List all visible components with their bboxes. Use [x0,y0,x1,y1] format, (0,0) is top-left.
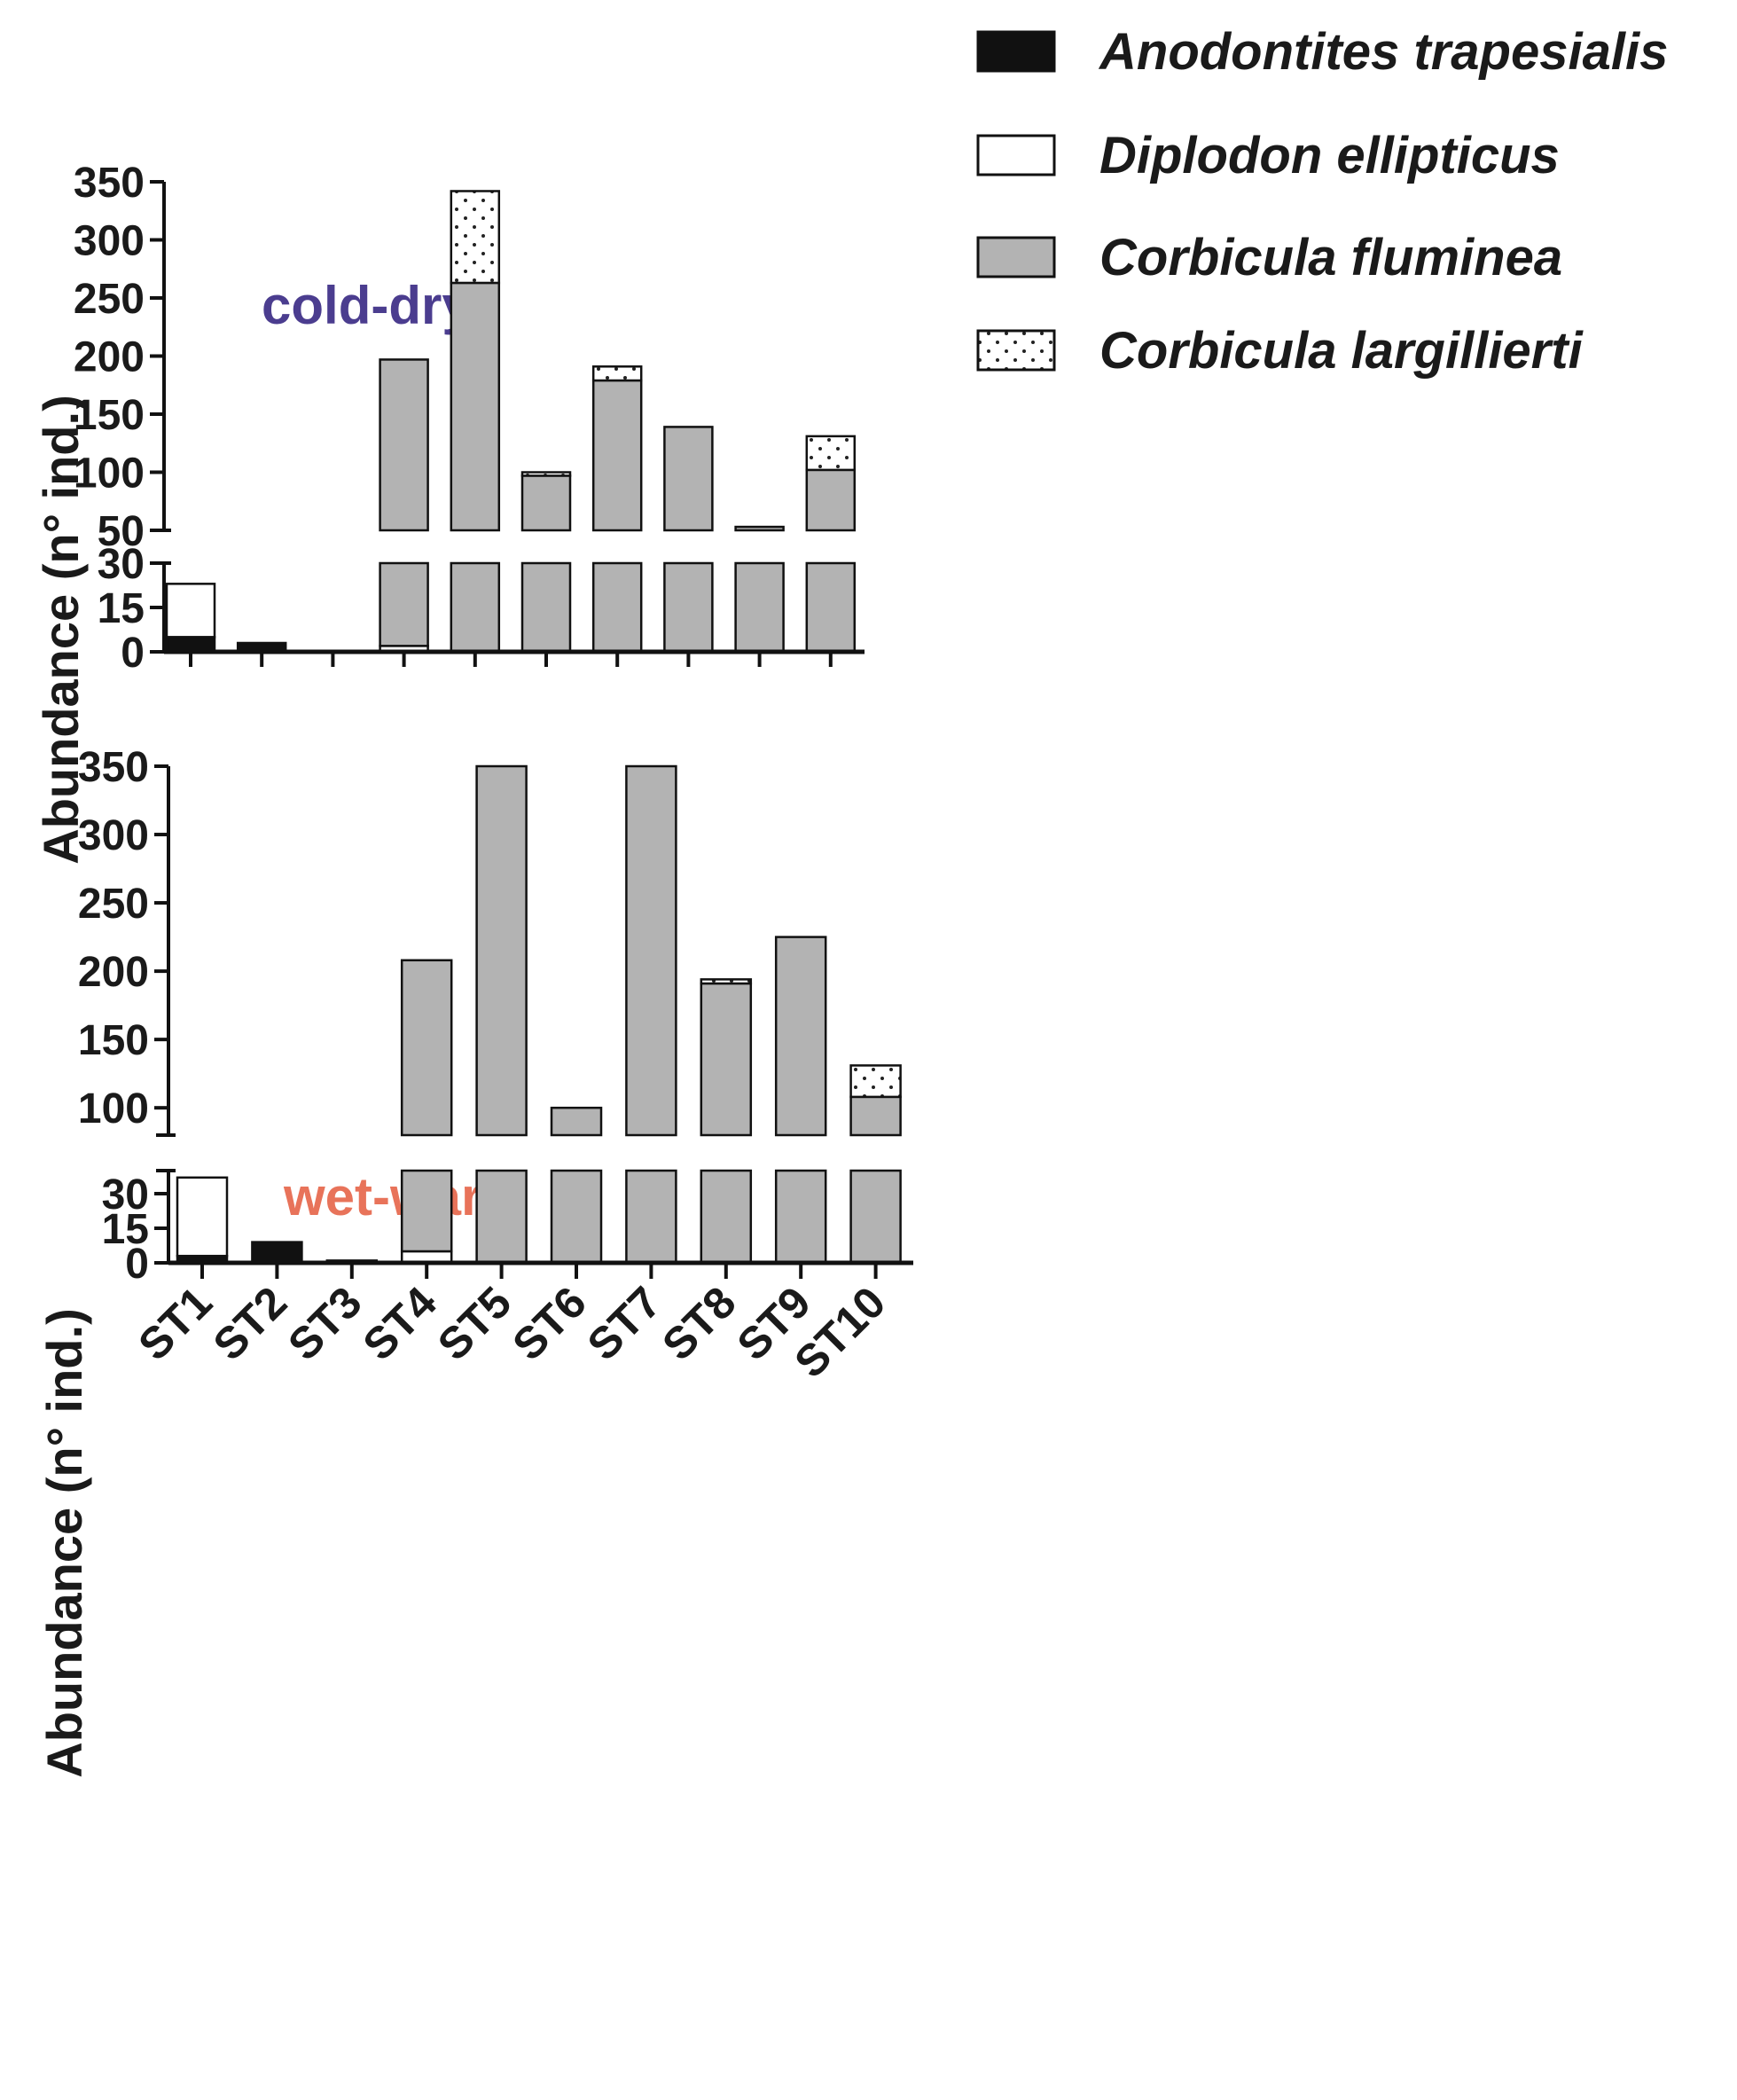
y-tick-label-cold-dry-200: 200 [74,334,145,381]
bar-cold-dry-st7-corbicula-largillierti-upper [591,365,643,382]
bar-cold-dry-st5-corbicula-largillierti-upper [450,190,501,285]
bar-wet-warm-st6-corbicula-fluminea-lower [550,1169,603,1265]
y-tick-label-wet-warm-300: 300 [78,812,149,859]
y-tick-label-cold-dry-150: 150 [74,392,145,439]
x-category-label-st2: ST2 [204,1277,296,1369]
y-tick-label-cold-dry-50: 50 [98,508,145,555]
bar-cold-dry-st10-corbicula-fluminea-upper [805,468,857,532]
bar-wet-warm-st5-corbicula-fluminea-upper [475,764,528,1137]
bar-cold-dry-st10-corbicula-fluminea-lower [805,561,857,654]
bar-cold-dry-st1-diplodon-ellipticus-lower [165,583,216,639]
y-tick-label-wet-warm-350: 350 [78,744,149,791]
bar-cold-dry-st6-corbicula-largillierti-upper [520,471,572,477]
bar-cold-dry-st10-corbicula-largillierti-upper [805,435,857,472]
bar-wet-warm-st5-corbicula-fluminea-lower [475,1169,528,1265]
y-tick-label-wet-warm-150: 150 [78,1017,149,1064]
bar-cold-dry-st4-corbicula-fluminea-lower [379,561,429,647]
x-category-label-st8: ST8 [653,1277,745,1369]
y-tick-label-wet-warm-low-0: 0 [125,1241,149,1288]
bar-wet-warm-st10-corbicula-fluminea-lower [849,1169,902,1265]
bar-wet-warm-st8-corbicula-fluminea-lower [700,1169,753,1265]
y-tick-label-wet-warm-low-15: 15 [102,1206,149,1253]
x-category-label-st1: ST1 [129,1277,221,1369]
y-tick-label-wet-warm-low-30: 30 [102,1171,149,1218]
bar-cold-dry-st8-corbicula-fluminea-lower [663,561,714,654]
legend-label-corbicula-fluminea: Corbicula fluminea [1099,229,1562,286]
x-category-label-st7: ST7 [578,1277,670,1369]
y-tick-label-cold-dry-350: 350 [74,160,145,207]
bar-cold-dry-st8-corbicula-fluminea-upper [663,426,714,532]
bar-cold-dry-st4-corbicula-fluminea-upper [379,358,429,532]
panel-wet-warm: wet-warm Abundance (n° ind.) 10015020025… [36,744,913,1778]
legend-swatch-corbicula-fluminea [976,236,1056,278]
bar-wet-warm-st4-corbicula-fluminea-lower [400,1169,453,1253]
x-category-label-st6: ST6 [503,1277,595,1369]
bar-wet-warm-st1-diplodon-ellipticus-lower [176,1176,229,1258]
bar-cold-dry-st6-corbicula-fluminea-lower [520,561,572,654]
y-tick-label-cold-dry-low-0: 0 [121,630,145,677]
y-tick-label-wet-warm-200: 200 [78,949,149,996]
legend-label-corbicula-largillierti: Corbicula largillierti [1099,322,1584,380]
bar-wet-warm-st9-corbicula-fluminea-upper [774,936,827,1137]
bar-cold-dry-st7-corbicula-fluminea-upper [591,379,643,532]
bar-cold-dry-st5-corbicula-fluminea-lower [450,561,501,654]
bar-wet-warm-st7-corbicula-fluminea-lower [625,1169,677,1265]
y-tick-label-wet-warm-100: 100 [78,1085,149,1132]
panel-cold-dry: cold-dry Abundance (n° ind.) 50 100 150 200… [33,160,865,865]
y-tick-label-cold-dry-low-15: 15 [98,585,145,632]
y-axis-title-cold-dry: Abundance (n° ind.) [33,395,89,864]
bar-cold-dry-st5-corbicula-fluminea-upper [450,281,501,532]
panel-label-cold-dry: cold-dry [262,276,472,335]
y-tick-label-cold-dry-100: 100 [74,451,145,498]
bar-cold-dry-st9-corbicula-fluminea-lower [734,561,785,654]
bar-wet-warm-st7-corbicula-fluminea-upper [625,764,677,1137]
legend-swatch-corbicula-largillierti [976,329,1056,372]
bar-wet-warm-st10-corbicula-fluminea-upper [849,1095,902,1137]
bar-wet-warm-st2-anodontites-trapesialis-lower [251,1241,303,1265]
legend: Anodontites trapesialis Diplodon elliptic… [976,23,1668,380]
y-axis-title-wet-warm: Abundance (n° ind.) [36,1308,92,1777]
bar-wet-warm-st8-corbicula-largillierti-upper [700,978,753,985]
bar-wet-warm-st4-corbicula-fluminea-upper [400,959,453,1137]
y-tick-label-wet-warm-250: 250 [78,881,149,928]
bar-wet-warm-st8-corbicula-fluminea-upper [700,982,753,1137]
bar-cold-dry-st9-corbicula-fluminea-upper [734,525,785,532]
y-tick-label-cold-dry-300: 300 [74,218,145,265]
y-tick-label-cold-dry-low-30: 30 [98,541,145,588]
legend-swatch-anodontites-trapesialis [976,30,1056,73]
y-tick-label-cold-dry-250: 250 [74,276,145,323]
legend-swatch-diplodon-ellipticus [976,134,1056,176]
bar-cold-dry-st6-corbicula-fluminea-upper [520,474,572,532]
legend-label-diplodon-ellipticus: Diplodon ellipticus [1099,127,1560,184]
bar-wet-warm-st6-corbicula-fluminea-upper [550,1106,603,1137]
bar-wet-warm-st9-corbicula-fluminea-lower [774,1169,827,1265]
bar-cold-dry-st7-corbicula-fluminea-lower [591,561,643,654]
x-category-label-st5: ST5 [428,1277,520,1369]
legend-label-anodontites-trapesialis: Anodontites trapesialis [1098,23,1668,81]
x-category-label-st3: ST3 [278,1277,371,1369]
x-category-label-st4: ST4 [354,1277,447,1370]
bar-wet-warm-st10-corbicula-largillierti-upper [849,1064,902,1099]
